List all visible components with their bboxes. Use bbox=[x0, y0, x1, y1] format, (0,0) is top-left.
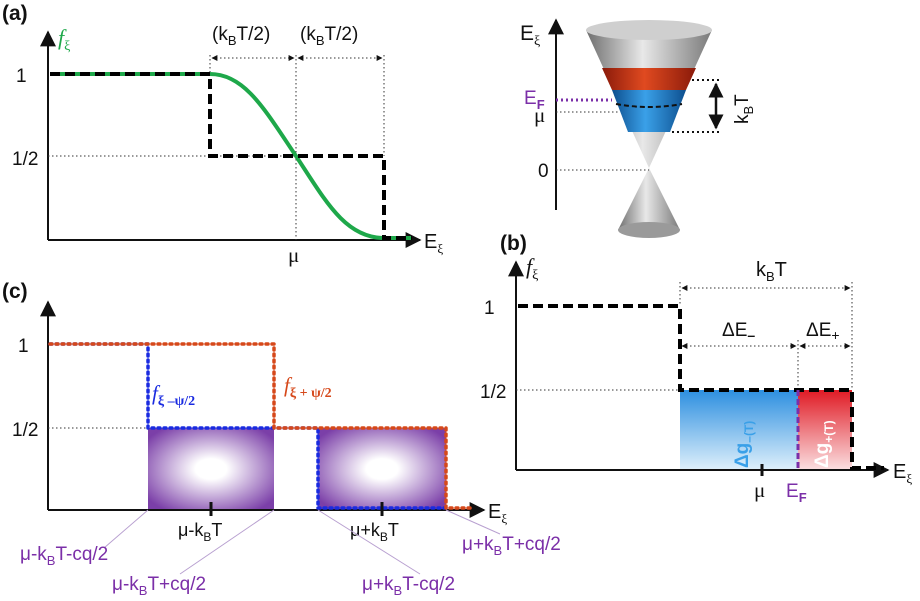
cone-red-band bbox=[602, 68, 696, 90]
panel-c-label-2: μ-kBT+cq/2 bbox=[112, 574, 206, 598]
cone-blue-band bbox=[612, 90, 686, 132]
panel-c-leader-1 bbox=[103, 509, 149, 549]
panel-c-leader-3 bbox=[317, 509, 421, 575]
panel-c-label: (c) bbox=[2, 280, 28, 303]
panel-b-x-label: Eξ bbox=[893, 461, 912, 486]
panel-c-label-3: μ+kBT-cq/2 bbox=[362, 574, 455, 598]
cone-mu-label: μ bbox=[534, 103, 545, 127]
panel-c-f-plus: fξ + ψ/2 bbox=[284, 373, 332, 401]
panel-c-leader-2 bbox=[179, 509, 275, 575]
panel-c-f-minus: fξ –ψ/2 bbox=[152, 381, 195, 409]
panel-b-de-plus-label: ΔE+ bbox=[806, 320, 840, 343]
panel-b-ef: EF bbox=[786, 481, 807, 505]
panel-a-tick-one: 1 bbox=[16, 66, 27, 87]
cone-ef-label: EF bbox=[524, 88, 545, 112]
cone-axis-label: Eξ bbox=[520, 22, 540, 49]
panel-b-dg-plus-label: Δg+(T) bbox=[812, 420, 836, 468]
panel-a-label: (a) bbox=[2, 2, 28, 25]
cone-mu-level bbox=[615, 103, 683, 108]
panel-c-label-1: μ-kBT-cq/2 bbox=[20, 544, 108, 568]
panel-a-tick-half: 1/2 bbox=[12, 149, 38, 170]
panel-c-leader-4 bbox=[445, 509, 501, 535]
panel-b-red-region bbox=[798, 390, 852, 470]
panel-b-tick-one: 1 bbox=[484, 298, 495, 319]
panel-c-x-label: Eξ bbox=[488, 501, 507, 526]
cone-lower-base bbox=[618, 222, 680, 238]
cone-lower bbox=[618, 168, 680, 230]
panel-b-blue-region bbox=[680, 390, 798, 470]
panel-b-tick-half: 1/2 bbox=[480, 382, 506, 403]
panel-b-label: (b) bbox=[500, 232, 527, 255]
panel-b: (b) fξ Eξ 1 1/2 kBT ΔE– ΔE+ Δg–(T) bbox=[480, 232, 912, 505]
panel-a-width-left: (kBT/2) bbox=[212, 24, 270, 48]
panel-a-step-function bbox=[50, 72, 412, 240]
panel-b-dg-minus-label: Δg–(T) bbox=[732, 421, 756, 468]
cone-kbt-label: kBT bbox=[732, 94, 756, 124]
panel-c: (c) Eξ 1 1/2 fξ –ψ/2 fξ + ψ/2 μ-kBT μ+kB… bbox=[2, 280, 561, 598]
panel-c-left-region bbox=[148, 428, 274, 510]
panel-a-x-label: Eξ bbox=[424, 231, 443, 256]
panel-c-mu-plus-kbt: μ+kBT bbox=[350, 520, 399, 544]
panel-a-y-label: fξ bbox=[58, 25, 70, 54]
cone-upper-rim bbox=[586, 20, 712, 40]
panel-b-mu: μ bbox=[754, 478, 765, 502]
panel-c-red-step bbox=[48, 342, 476, 510]
panel-a-mu: μ bbox=[288, 243, 299, 267]
panel-c-right-region bbox=[318, 428, 446, 510]
panel-b-kbt-label: kBT bbox=[756, 259, 787, 284]
panel-c-tick-one: 1 bbox=[18, 336, 29, 357]
panel-a-width-right: (kBT/2) bbox=[300, 24, 358, 48]
panel-c-mu-minus-kbt: μ-kBT bbox=[178, 520, 222, 544]
panel-c-tick-half: 1/2 bbox=[12, 420, 38, 441]
panel-c-label-4: μ+kBT+cq/2 bbox=[462, 534, 561, 558]
panel-a: (a) fξ Eξ 1 1/2 (kBT/2) (kBT/2) μ bbox=[2, 2, 443, 267]
panel-b-de-minus-label: ΔE– bbox=[722, 320, 755, 343]
panel-b-step-function bbox=[518, 304, 884, 470]
panel-b-y-label: fξ bbox=[526, 254, 538, 283]
panel-a-fermi-curve bbox=[50, 72, 412, 240]
dirac-cone: Eξ EF μ 0 kBT bbox=[520, 18, 756, 238]
cone-zero-label: 0 bbox=[538, 161, 549, 182]
